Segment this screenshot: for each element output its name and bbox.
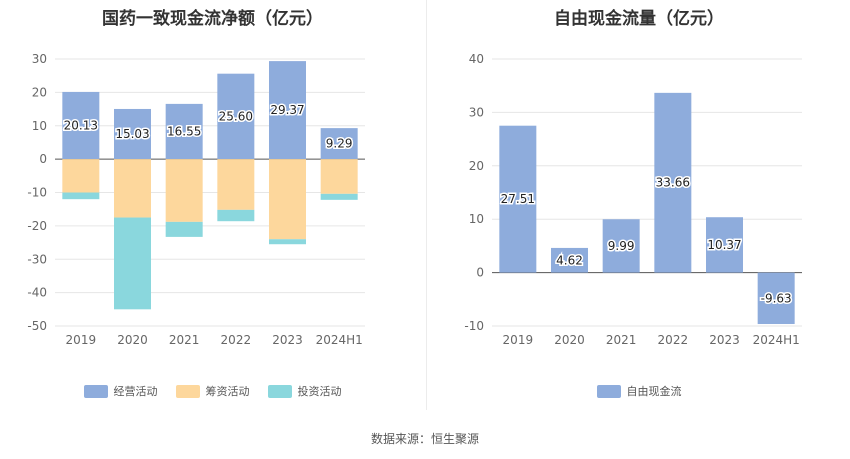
cashflow-bar (62, 91, 100, 160)
legend-item[interactable]: 经营活动 (83, 383, 158, 399)
y-tick-label: -30 (27, 252, 47, 266)
y-tick-label: 30 (32, 52, 47, 66)
bar-value-label: 16.55 (167, 125, 201, 139)
legend-swatch (267, 384, 292, 398)
x-tick-label: 2020 (554, 333, 585, 347)
y-tick-label: 0 (39, 152, 47, 166)
legend-swatch (175, 384, 200, 398)
cashflow-bar (62, 159, 100, 193)
bar-value-label: 15.03 (115, 127, 149, 141)
x-tick-label: 2023 (272, 333, 303, 347)
bar-value-label: 10.37 (707, 238, 741, 252)
cashflow-bar (114, 108, 151, 160)
fcf-chart-panel: 自由现金流量（亿元） 40 30 20 10 0 -10 27.51 2019 4.62 2020… (428, 0, 850, 420)
legend-item[interactable]: 筹资活动 (175, 383, 250, 399)
cashflow-bar (217, 159, 255, 210)
y-tick-label: 30 (469, 105, 484, 119)
y-tick-label: 40 (469, 52, 484, 66)
y-tick-label: 20 (32, 85, 47, 99)
fcf-bar (499, 125, 537, 273)
bar-value-label: 9.99 (608, 239, 635, 253)
cashflow-bar (217, 73, 255, 160)
fcf-bar (757, 272, 795, 325)
legend-swatch (83, 384, 108, 398)
y-tick-label: -20 (27, 219, 47, 233)
x-tick-label: 2022 (221, 333, 252, 347)
x-tick-label: 2024H1 (316, 333, 363, 347)
bar-value-label: 27.51 (501, 192, 535, 206)
y-tick-label: 10 (469, 212, 484, 226)
data-source-note: 数据来源：恒生聚源 (370, 432, 479, 446)
legend-label: 自由现金流 (626, 385, 682, 398)
fcf-bar (654, 92, 692, 273)
legend-label: 经营活动 (113, 385, 158, 398)
y-tick-label: 0 (476, 266, 484, 280)
bar-value-label: -9.63 (761, 291, 792, 305)
cashflow-chart-title: 国药一致现金流净额（亿元） (102, 9, 323, 29)
cashflow-bar (320, 128, 358, 160)
fcf-chart: 40 30 20 10 0 -10 27.51 2019 4.62 2020 9.99 2021 33.… (464, 52, 802, 347)
x-tick-label: 2021 (606, 333, 637, 347)
fcf-bar (706, 217, 743, 273)
fcf-legend: 自由现金流 (428, 383, 850, 399)
x-tick-label: 2019 (66, 333, 97, 347)
y-tick-label: 20 (469, 159, 484, 173)
fcf-bar (602, 219, 640, 273)
bar-value-label: 4.62 (556, 253, 583, 267)
x-tick-label: 2023 (709, 333, 740, 347)
cashflow-chart: 30 20 10 0 -10 -20 -30 -40 -50 20.13 2019 15.03 2020… (27, 52, 365, 347)
legend-item[interactable]: 自由现金流 (596, 383, 682, 399)
legend-label: 投资活动 (297, 385, 342, 398)
cashflow-bar (320, 193, 358, 200)
y-tick-label: -50 (27, 319, 47, 333)
legend-swatch (596, 384, 621, 398)
bar-value-label: 20.13 (64, 119, 98, 133)
bar-value-label: 33.66 (656, 176, 690, 190)
fcf-bar (551, 247, 588, 273)
cashflow-bar (62, 192, 100, 200)
legend-label: 筹资活动 (205, 385, 250, 398)
x-tick-label: 2019 (503, 333, 534, 347)
y-tick-label: -10 (27, 186, 47, 200)
cashflow-bar (165, 159, 203, 222)
cashflow-bar (269, 239, 306, 245)
y-tick-label: 10 (32, 119, 47, 133)
x-tick-label: 2020 (117, 333, 148, 347)
cashflow-bar (269, 61, 306, 160)
y-tick-label: -40 (27, 286, 47, 300)
fcf-chart-title: 自由现金流量（亿元） (554, 9, 724, 29)
cashflow-bar (269, 159, 306, 240)
x-tick-label: 2024H1 (753, 333, 800, 347)
panel-divider (426, 0, 427, 410)
bar-value-label: 9.29 (326, 137, 353, 151)
cashflow-bar (165, 221, 203, 237)
cashflow-bar (320, 159, 358, 194)
x-tick-label: 2021 (169, 333, 200, 347)
bar-value-label: 29.37 (270, 103, 304, 117)
bar-value-label: 25.60 (219, 109, 253, 123)
cashflow-chart-panel: 国药一致现金流净额（亿元） 30 20 10 0 -10 -20 -30 -40 -50 20.1… (0, 0, 425, 420)
y-tick-label: -10 (464, 319, 484, 333)
legend-item[interactable]: 投资活动 (267, 383, 342, 399)
cashflow-bar (114, 159, 151, 218)
cashflow-bar (165, 103, 203, 160)
cashflow-legend: 经营活动 筹资活动 投资活动 (0, 383, 425, 399)
cashflow-bar (114, 217, 151, 310)
x-tick-label: 2022 (658, 333, 689, 347)
cashflow-bar (217, 209, 255, 222)
